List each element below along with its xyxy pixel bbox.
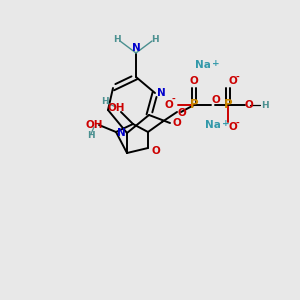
Text: O: O bbox=[190, 76, 198, 86]
Text: P: P bbox=[190, 98, 198, 112]
Text: O: O bbox=[212, 95, 220, 105]
Text: N: N bbox=[157, 88, 165, 98]
Text: H: H bbox=[261, 100, 269, 109]
Text: O: O bbox=[244, 100, 253, 110]
Text: +: + bbox=[222, 118, 230, 127]
Text: OH: OH bbox=[85, 120, 103, 130]
Text: H: H bbox=[151, 34, 159, 43]
Text: Na: Na bbox=[205, 120, 221, 130]
Text: P: P bbox=[224, 98, 232, 112]
Text: Na: Na bbox=[195, 60, 211, 70]
Text: O: O bbox=[165, 100, 173, 110]
Text: O: O bbox=[172, 118, 182, 128]
Text: O: O bbox=[229, 76, 237, 86]
Text: H: H bbox=[113, 34, 121, 43]
Text: OH: OH bbox=[107, 103, 125, 113]
Text: H: H bbox=[101, 98, 109, 106]
Text: -: - bbox=[171, 94, 175, 103]
Text: O: O bbox=[178, 108, 186, 118]
Text: +: + bbox=[212, 58, 220, 68]
Text: N: N bbox=[117, 128, 125, 138]
Text: O: O bbox=[229, 122, 237, 132]
Text: -: - bbox=[235, 73, 239, 82]
Text: O: O bbox=[152, 146, 160, 156]
Text: -: - bbox=[235, 118, 239, 127]
Text: N: N bbox=[132, 43, 140, 53]
Text: H: H bbox=[87, 130, 95, 140]
